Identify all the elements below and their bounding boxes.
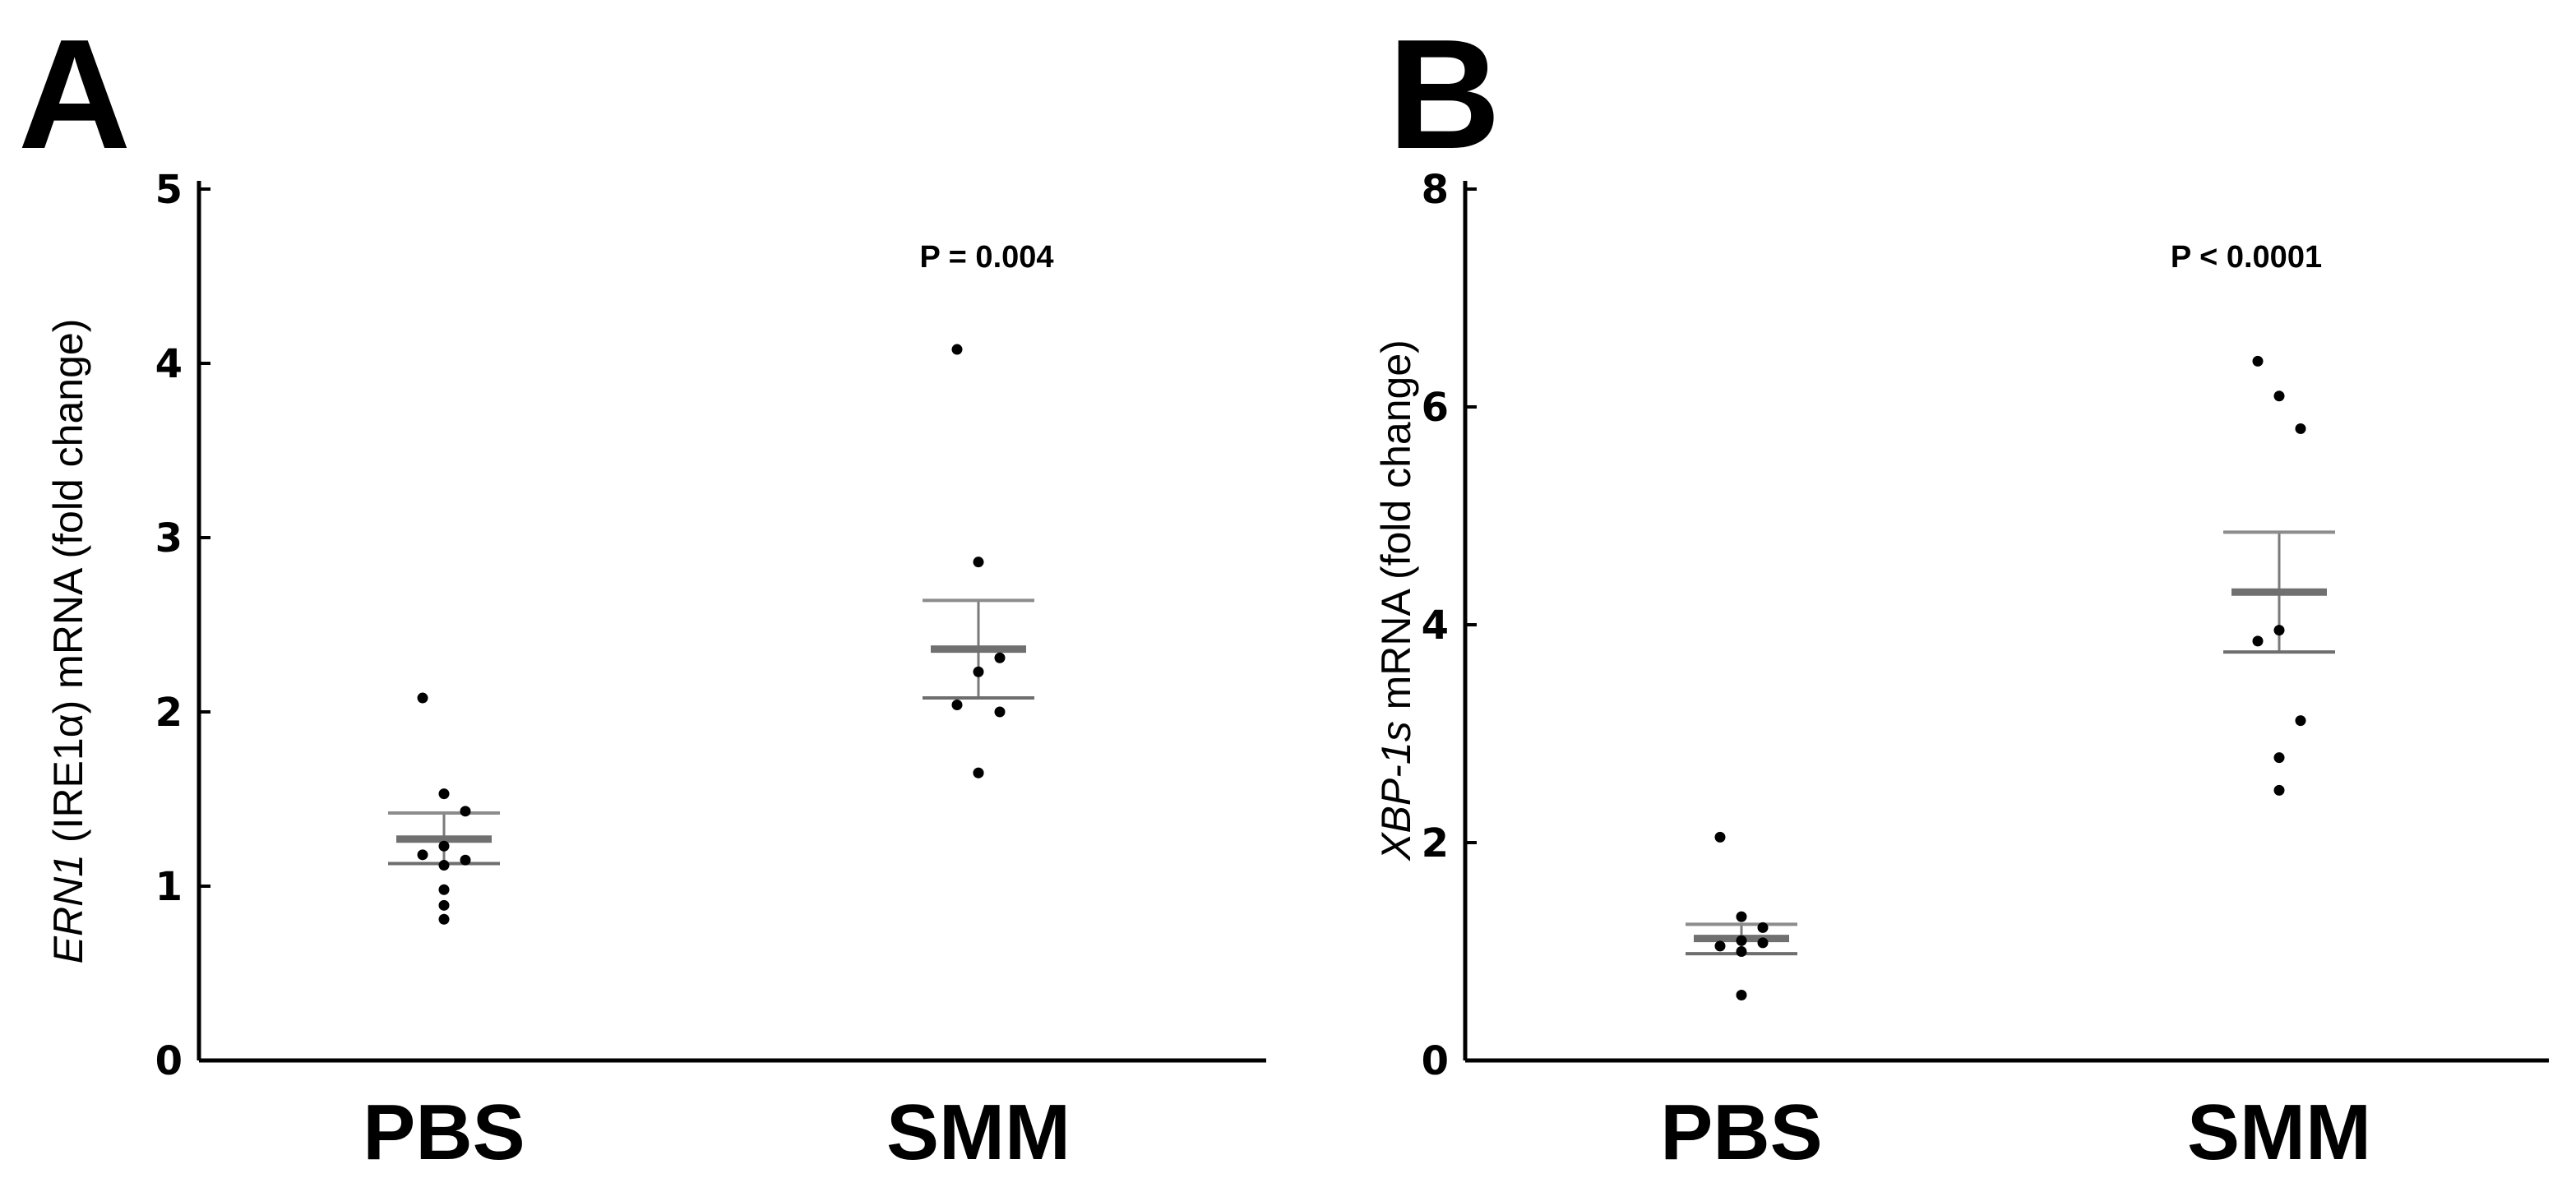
x-tick-label: PBS	[1660, 1088, 1822, 1176]
data-point	[994, 706, 1006, 718]
y-tick-label: 0	[155, 1038, 183, 1084]
y-tick-label: 4	[1422, 603, 1449, 649]
data-point	[2295, 423, 2306, 434]
data-point	[1736, 935, 1747, 946]
p-value-annotation: P < 0.0001	[2171, 240, 2322, 275]
p-value-annotation: P = 0.004	[919, 240, 1053, 275]
data-point	[973, 666, 984, 677]
panel-label: B	[1388, 7, 1501, 182]
data-point	[438, 840, 450, 852]
y-tick-label: 1	[155, 864, 183, 910]
panel-a: A ERN1 (IRE1α) mRNA (fold change) P = 0.…	[18, 7, 1266, 1176]
data-point	[994, 652, 1006, 663]
data-point	[2252, 635, 2264, 647]
data-point	[2273, 752, 2285, 764]
data-point	[2273, 390, 2285, 402]
data-point	[417, 692, 428, 704]
data-point	[438, 899, 450, 911]
x-tick-label: PBS	[363, 1088, 525, 1176]
y-tick-label: 4	[155, 341, 183, 387]
plot-marks	[1686, 355, 2335, 1000]
data-point	[2273, 784, 2285, 796]
data-point	[2295, 715, 2306, 727]
y-tick-label: 8	[1422, 167, 1449, 213]
panel-label: A	[18, 7, 131, 182]
data-point	[1714, 940, 1726, 952]
data-point	[460, 854, 471, 866]
plot-marks	[388, 344, 1034, 925]
data-point	[973, 557, 984, 568]
y-axis-label: XBP-1s mRNA (fold change)	[1373, 340, 1419, 862]
y-tick-label: 2	[155, 690, 183, 736]
data-point	[438, 884, 450, 895]
data-point	[1736, 911, 1747, 922]
y-tick-label: 2	[1422, 820, 1449, 866]
y-tick-label: 3	[155, 515, 183, 561]
x-tick-label: SMM	[2187, 1088, 2371, 1176]
data-point	[951, 344, 963, 355]
data-point	[951, 700, 963, 711]
axes: 0 1 2 3 4 5 PBS SMM	[155, 167, 1266, 1176]
y-tick-label: 6	[1422, 385, 1449, 431]
data-point	[2252, 355, 2264, 367]
y-tick-label: 5	[155, 167, 183, 213]
y-tick-label: 0	[1422, 1038, 1449, 1084]
axes: 0 2 4 6 8 PBS SMM	[1422, 167, 2549, 1176]
data-point	[1736, 946, 1747, 957]
data-point	[1714, 831, 1726, 843]
data-point	[2273, 625, 2285, 636]
panel-b: B XBP-1s mRNA (fold change) P < 0.0001 0…	[1373, 7, 2549, 1176]
data-point	[438, 913, 450, 925]
data-point	[460, 806, 471, 817]
data-point	[438, 788, 450, 800]
data-point	[1736, 990, 1747, 1000]
data-point	[973, 767, 984, 778]
data-point	[438, 860, 450, 871]
data-point	[1757, 937, 1769, 949]
x-tick-label: SMM	[886, 1088, 1071, 1176]
y-axis-label: ERN1 (IRE1α) mRNA (fold change)	[45, 319, 91, 964]
data-point	[1757, 922, 1769, 933]
data-point	[417, 849, 428, 861]
